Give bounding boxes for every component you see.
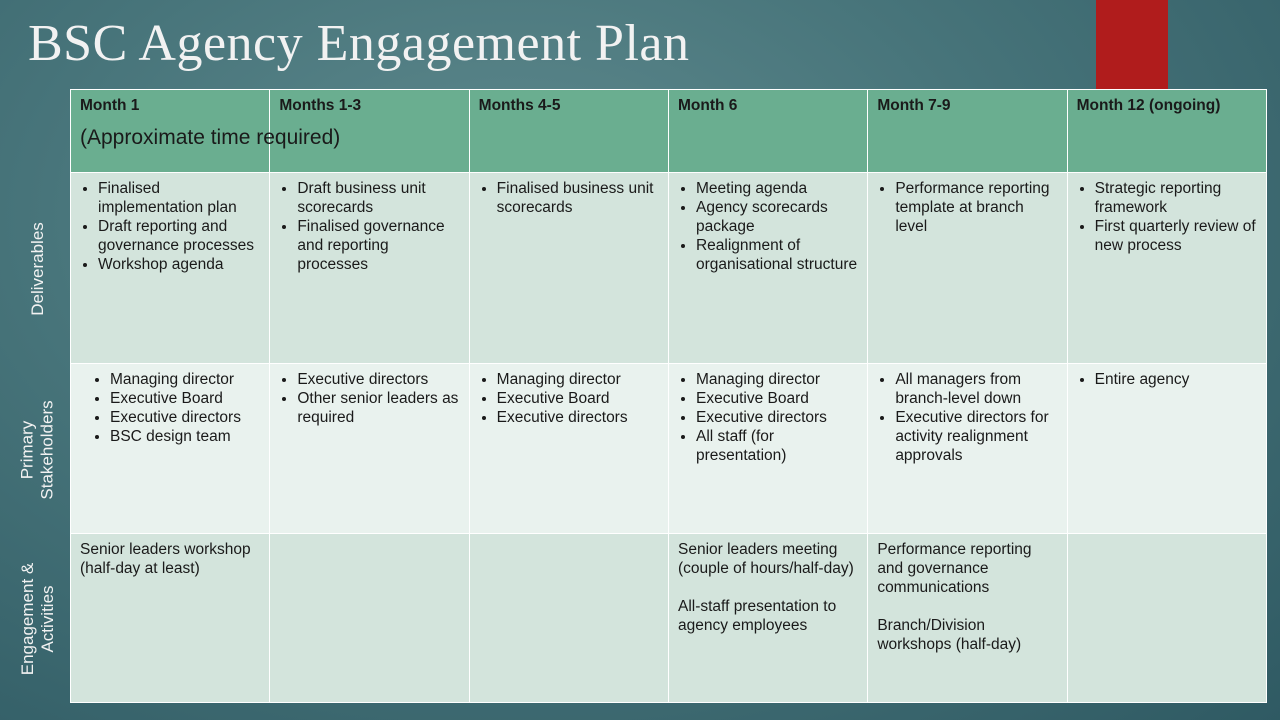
list-item: Other senior leaders as required (297, 389, 460, 427)
col-header-label: Months 1-3 (279, 97, 362, 114)
engagement-text: Branch/Division workshops (half-day) (877, 616, 1022, 653)
engagement-cell: Senior leaders workshop (half-day at lea… (69, 532, 271, 704)
list-item: Executive directors (696, 408, 859, 427)
engagement-cell: Performance reporting and governance com… (867, 532, 1068, 704)
deliverables-cell: Finalised business unit scorecards (468, 171, 669, 365)
stakeholders-cell: Executive directors Other senior leaders… (269, 363, 470, 534)
spacer (678, 578, 859, 597)
header-subtitle: (Approximate time required) (80, 126, 341, 149)
col-header-months-1-3: Months 1-3 (269, 89, 470, 173)
list-item: Finalised implementation plan (98, 179, 261, 217)
row-label-deliverables: Deliverables (10, 172, 66, 365)
deliverables-row: Finalised implementation plan Draft repo… (69, 171, 1268, 365)
list-item: Managing director (696, 370, 859, 389)
engagement-cell: Senior leaders meeting (couple of hours/… (667, 532, 869, 704)
col-header-months-4-5: Months 4-5 (468, 89, 669, 173)
row-label-deliverables-text: Deliverables (28, 221, 48, 316)
stakeholders-cell: Managing director Executive Board Execut… (69, 363, 271, 534)
list-item: BSC design team (110, 427, 261, 446)
row-label-engagement: Engagement & Activities (10, 535, 66, 703)
deliverables-cell: Strategic reporting framework First quar… (1066, 171, 1268, 365)
list-item: Workshop agenda (98, 255, 261, 274)
engagement-text: Senior leaders meeting (couple of hours/… (677, 540, 854, 577)
list-item: Entire agency (1095, 370, 1258, 389)
stakeholders-cell: Managing director Executive Board Execut… (667, 363, 869, 534)
list-item: Draft reporting and governance processes (98, 217, 261, 255)
col-header-month-1: Month 1 (Approximate time required) (69, 89, 341, 173)
engagement-cell-empty (468, 532, 669, 704)
list-item: Executive directors (497, 408, 660, 427)
spacer (877, 597, 1058, 616)
list-item: Executive Board (696, 389, 859, 408)
list-item: All managers from branch-level down (895, 370, 1058, 408)
list-item: Performance reporting template at branch… (895, 179, 1058, 236)
col-header-label: Month 1 (80, 97, 140, 114)
list-item: Executive directors for activity realign… (895, 408, 1058, 465)
col-header-label: Months 4-5 (478, 97, 561, 114)
deliverables-cell: Draft business unit scorecards Finalised… (269, 171, 470, 365)
table-header-row: Month 1 (Approximate time required) Mont… (69, 89, 1268, 173)
col-header-label: Month 6 (677, 97, 738, 114)
row-label-stakeholders-text: Primary Stakeholders (18, 400, 58, 500)
stakeholders-cell: All managers from branch-level down Exec… (867, 363, 1068, 534)
engagement-row: Senior leaders workshop (half-day at lea… (69, 532, 1268, 704)
list-item: Realignment of organisational structure (696, 236, 859, 274)
engagement-text: Senior leaders workshop (half-day at lea… (80, 540, 251, 577)
list-item: Managing director (110, 370, 261, 389)
engagement-cell-empty (269, 532, 470, 704)
engagement-text: All-staff presentation to agency employe… (677, 597, 837, 634)
slide-title: BSC Agency Engagement Plan (28, 15, 690, 72)
col-header-month-12: Month 12 (ongoing) (1066, 89, 1268, 173)
accent-bar (1096, 0, 1168, 89)
stakeholders-cell: Managing director Executive Board Execut… (468, 363, 669, 534)
list-item: Finalised governance and reporting proce… (297, 217, 460, 274)
list-item: Agency scorecards package (696, 198, 859, 236)
deliverables-cell: Finalised implementation plan Draft repo… (69, 171, 271, 365)
list-item: Draft business unit scorecards (297, 179, 460, 217)
stakeholders-cell: Entire agency (1066, 363, 1268, 534)
list-item: Executive directors (297, 370, 460, 389)
list-item: Finalised business unit scorecards (497, 179, 660, 217)
list-item: Executive Board (110, 389, 261, 408)
row-label-stakeholders: Primary Stakeholders (10, 365, 66, 535)
col-header-label: Month 7-9 (877, 97, 951, 114)
list-item: Executive Board (497, 389, 660, 408)
engagement-plan-table: Month 1 (Approximate time required) Mont… (69, 89, 1268, 704)
row-label-engagement-text: Engagement & Activities (18, 562, 57, 676)
list-item: Meeting agenda (696, 179, 859, 198)
engagement-text: Performance reporting and governance com… (877, 540, 1032, 596)
col-header-month-7-9: Month 7-9 (867, 89, 1068, 173)
deliverables-cell: Performance reporting template at branch… (867, 171, 1068, 365)
list-item: Executive directors (110, 408, 261, 427)
list-item: All staff (for presentation) (696, 427, 859, 465)
deliverables-cell: Meeting agenda Agency scorecards package… (667, 171, 869, 365)
stakeholders-row: Managing director Executive Board Execut… (69, 363, 1268, 534)
list-item: Strategic reporting framework (1095, 179, 1258, 217)
col-header-month-6: Month 6 (667, 89, 869, 173)
engagement-cell-empty (1066, 532, 1268, 704)
col-header-label: Month 12 (ongoing) (1076, 97, 1221, 114)
list-item: Managing director (497, 370, 660, 389)
list-item: First quarterly review of new process (1095, 217, 1258, 255)
